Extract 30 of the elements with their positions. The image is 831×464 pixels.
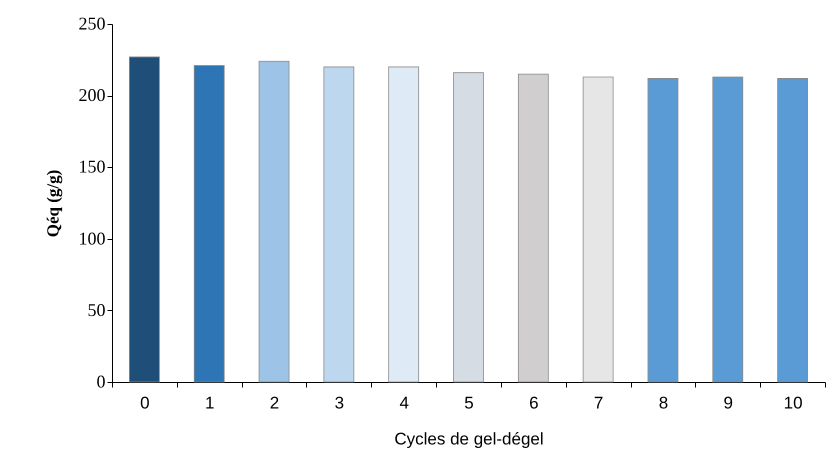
- bar: [777, 78, 808, 382]
- bar: [129, 56, 160, 382]
- y-tick-label: 100: [78, 228, 106, 248]
- x-tick-label: 9: [724, 394, 734, 412]
- x-tick-label: 6: [529, 394, 539, 412]
- bar: [323, 66, 354, 382]
- bar: [258, 60, 290, 382]
- y-tick-label: 50: [88, 300, 106, 320]
- y-axis-title: Qéq (g/g): [44, 170, 62, 238]
- bar: [648, 78, 678, 382]
- x-tick-label: 10: [784, 394, 803, 412]
- x-tick-label: 1: [204, 394, 214, 412]
- y-tick-label: 150: [78, 156, 106, 177]
- x-tick-label: 8: [658, 394, 668, 412]
- bar: [712, 76, 744, 382]
- x-axis-title: Cycles de gel-dégel: [394, 430, 544, 448]
- x-tick-label: 7: [594, 394, 604, 412]
- x-tick-label: 2: [270, 394, 280, 412]
- bar: [582, 76, 614, 382]
- bar: [453, 72, 484, 382]
- x-tick-label: 4: [399, 394, 409, 412]
- x-tick-label: 3: [334, 394, 344, 412]
- bar: [194, 65, 225, 382]
- x-tick-label: 5: [464, 394, 474, 412]
- y-tick-label: 250: [78, 14, 106, 34]
- x-tick-label: 0: [140, 394, 150, 412]
- bar: [518, 74, 549, 382]
- y-tick-label: 0: [96, 372, 106, 392]
- y-tick-label: 200: [78, 85, 106, 106]
- bar: [388, 66, 420, 382]
